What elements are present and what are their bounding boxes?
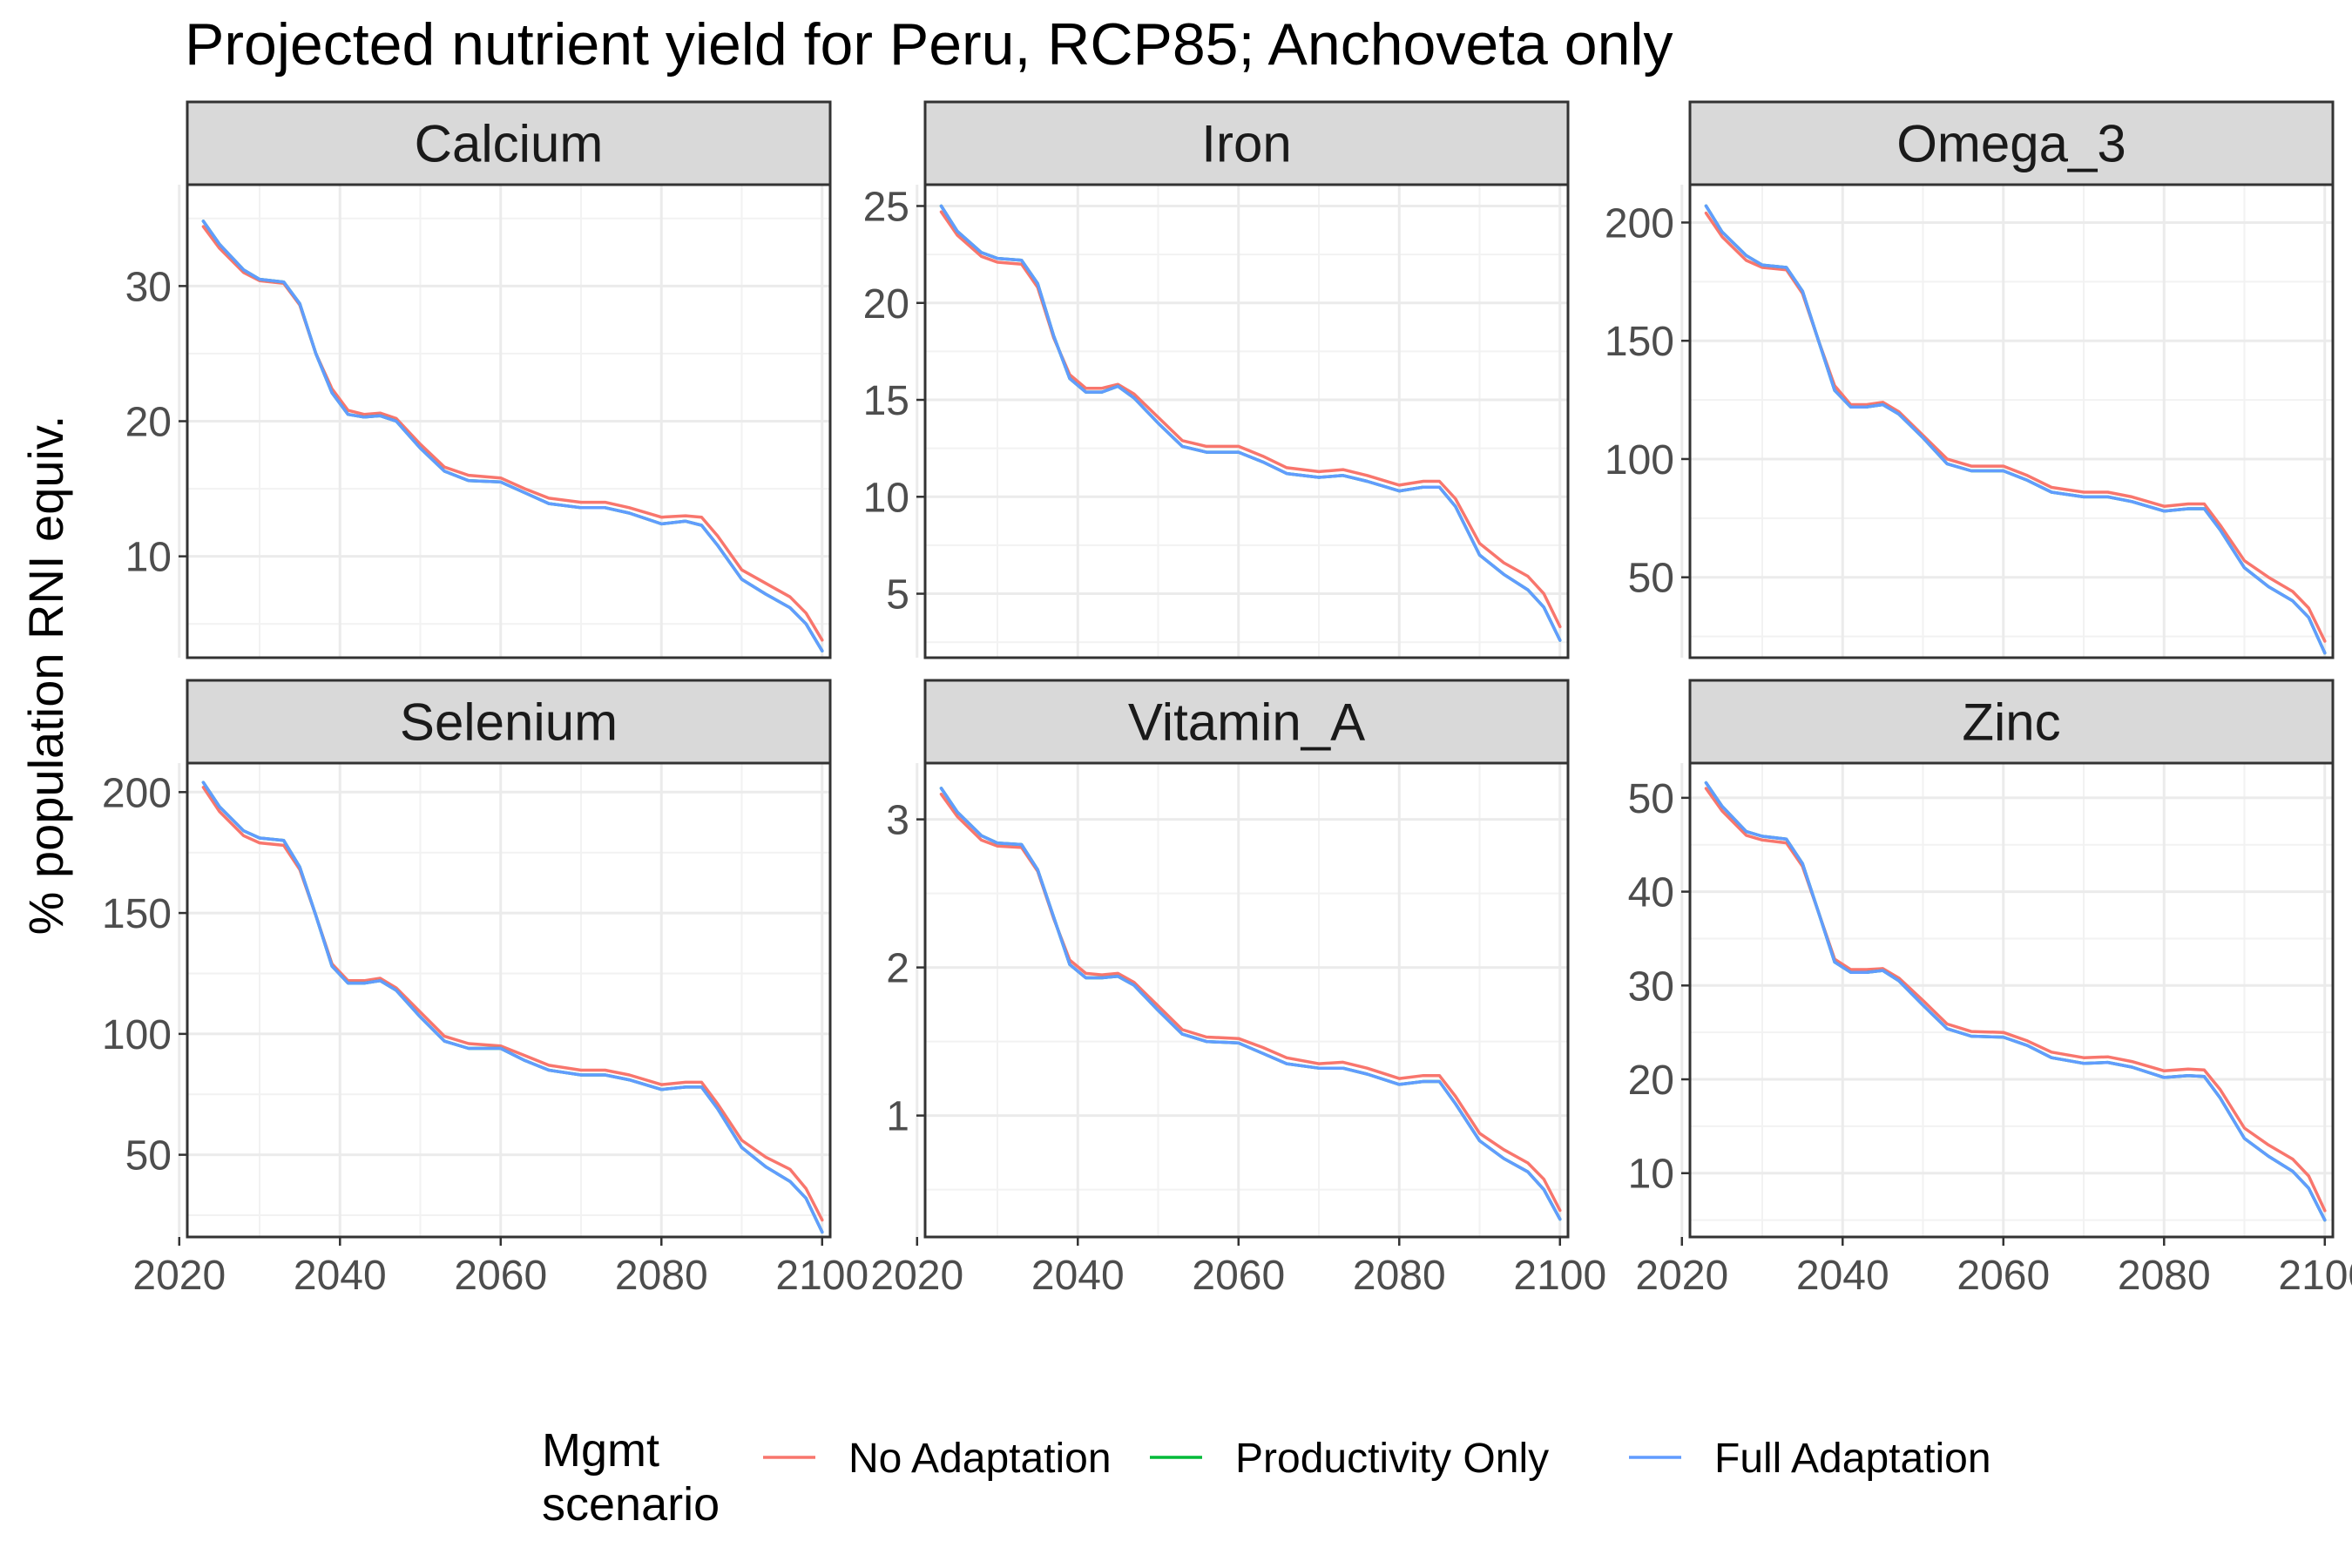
panel-background [925,763,1568,1237]
facet-strip-label: Vitamin_A [1128,693,1365,752]
facet-selenium: 50 100 150 200 2020 2040 2060 2080 2100 Selenium [102,679,868,1299]
x-tick-label: 2100 [775,1253,868,1299]
y-tick-label: 2 [886,946,909,992]
y-tick-label: 50 [1628,776,1674,822]
x-tick-label: 2080 [615,1253,708,1299]
series-line-full-adaptation [201,781,824,1234]
panel-background [925,185,1568,658]
y-tick-label: 150 [102,891,172,937]
x-tick-label: 2020 [132,1253,226,1299]
facet-strip [186,100,832,186]
panel-background [187,763,830,1237]
y-tick-label: 40 [1628,870,1674,916]
series-line-no-adaptation [1704,787,2327,1213]
facet-strip-label: Calcium [415,115,604,173]
y-tick-label: 20 [863,281,909,328]
facet-omega-3: 50 100 150 200 Omega_3 [1605,100,2335,659]
x-tick-label: 2040 [294,1253,387,1299]
y-tick-label: 15 [863,378,909,424]
series-line-full-adaptation [1704,204,2327,655]
legend-title-line: Mgmt [542,1424,659,1477]
series-line-full-adaptation [1704,781,2327,1222]
x-tick-label: 2020 [1635,1253,1728,1299]
facet-strip-label: Iron [1201,115,1291,173]
x-tick-label: 2040 [1031,1253,1125,1299]
y-tick-label: 100 [102,1012,172,1058]
facet-vitamin-a: 1 2 3 2020 2040 2060 2080 2100 Vitamin_A [870,679,1606,1299]
series-line-full-adaptation [201,220,824,652]
y-tick-label: 200 [102,770,172,816]
y-tick-label: 3 [886,798,909,844]
y-tick-label: 200 [1605,200,1674,247]
y-tick-label: 10 [125,535,172,581]
x-tick-label: 2080 [1353,1253,1446,1299]
facet-zinc: 10 20 30 40 50 2020 2040 2060 2080 2100 Zinc [1628,679,2352,1299]
facet-iron: 5 10 15 20 25 Iron [863,100,1570,659]
x-tick-label: 2100 [1513,1253,1606,1299]
series-line-no-adaptation [939,210,1562,629]
x-tick-label: 2060 [1957,1253,2050,1299]
y-tick-label: 10 [1628,1152,1674,1198]
y-tick-label: 50 [1628,556,1674,602]
facet-panels: 102030Calcium510152025Iron50100150200Ome… [102,100,2352,1299]
x-tick-label: 2020 [870,1253,963,1299]
panel-background [1690,185,2333,658]
legend-label-full-adaptation: Full Adaptation [1714,1436,1991,1482]
y-tick-label: 30 [1628,963,1674,1010]
x-tick-label: 2100 [2278,1253,2352,1299]
legend-label-productivity-only: Productivity Only [1235,1436,1549,1482]
panel-background [1690,763,2333,1237]
y-tick-label: 100 [1605,437,1674,483]
y-tick-label: 5 [886,572,909,618]
y-axis-title: % population RNI equiv. [18,416,73,936]
y-tick-label: 20 [1628,1058,1674,1104]
facet-strip [923,100,1570,186]
facet-strip [1688,100,2335,186]
series-line-full-adaptation [939,787,1562,1221]
facet-calcium: 10 20 30 Calcium [125,100,832,659]
x-tick-label: 2060 [1192,1253,1285,1299]
y-tick-label: 10 [863,475,909,521]
y-tick-label: 30 [125,264,172,310]
facet-strip [1688,679,2335,765]
facet-strip [186,679,832,765]
x-tick-label: 2040 [1796,1253,1889,1299]
x-tick-label: 2060 [454,1253,547,1299]
y-tick-label: 25 [863,184,909,230]
facet-strip [923,679,1570,765]
y-tick-label: 50 [125,1133,172,1179]
series-line-full-adaptation [939,204,1562,642]
legend-title-line: scenario [542,1478,720,1531]
legend-label-no-adaptation: No Adaptation [848,1436,1112,1482]
chart-title: Projected nutrient yield for Peru, RCP85… [185,11,1673,78]
facet-strip-label: Selenium [400,693,618,752]
y-tick-label: 150 [1605,319,1674,365]
facet-strip-label: Zinc [1962,693,2060,752]
x-tick-label: 2080 [2118,1253,2211,1299]
y-tick-label: 1 [886,1094,909,1140]
y-tick-label: 20 [125,400,172,446]
facet-strip-label: Omega_3 [1896,115,2126,173]
